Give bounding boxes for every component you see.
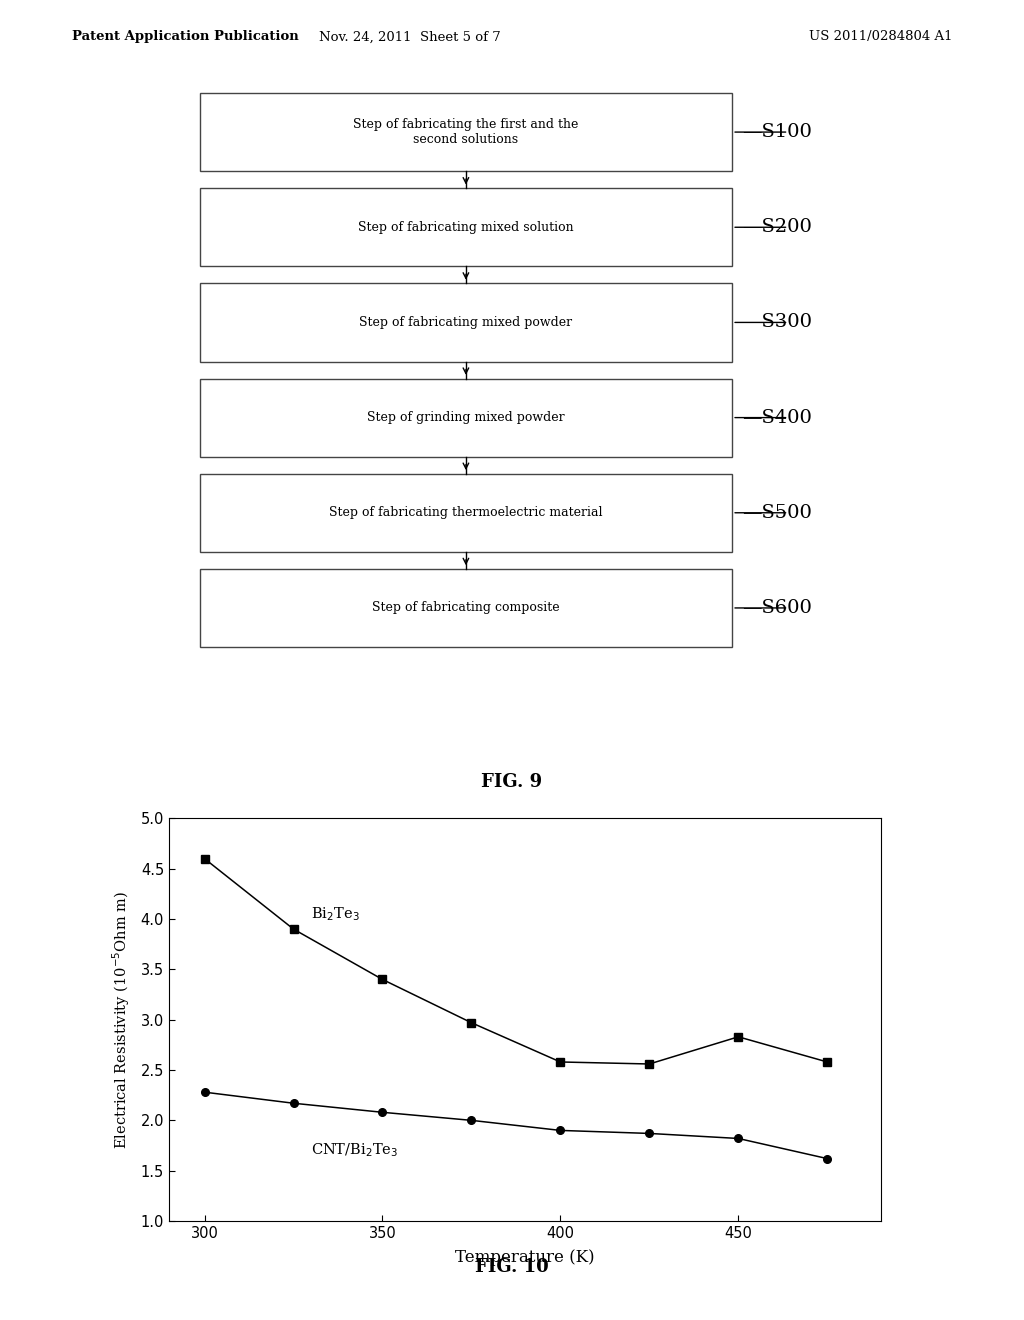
- Text: —S200: —S200: [742, 218, 812, 236]
- Text: CNT/Bi$_2$Te$_3$: CNT/Bi$_2$Te$_3$: [311, 1142, 398, 1159]
- Text: Step of fabricating the first and the
second solutions: Step of fabricating the first and the se…: [353, 117, 579, 147]
- Bar: [200, 474, 732, 552]
- Text: Step of grinding mixed powder: Step of grinding mixed powder: [368, 411, 564, 424]
- Text: Nov. 24, 2011  Sheet 5 of 7: Nov. 24, 2011 Sheet 5 of 7: [318, 30, 501, 44]
- Text: —S300: —S300: [742, 313, 812, 331]
- Text: FIG. 9: FIG. 9: [481, 772, 543, 791]
- Text: Bi$_2$Te$_3$: Bi$_2$Te$_3$: [311, 906, 360, 923]
- Text: —S400: —S400: [742, 409, 812, 426]
- Bar: [200, 379, 732, 457]
- Text: —S500: —S500: [742, 504, 812, 521]
- Bar: [200, 189, 732, 267]
- Text: Step of fabricating thermoelectric material: Step of fabricating thermoelectric mater…: [329, 507, 603, 519]
- Text: Step of fabricating mixed powder: Step of fabricating mixed powder: [359, 315, 572, 329]
- Text: Step of fabricating composite: Step of fabricating composite: [372, 602, 560, 614]
- Bar: [200, 569, 732, 647]
- X-axis label: Temperature (K): Temperature (K): [455, 1249, 595, 1266]
- Bar: [200, 92, 732, 172]
- Text: —S100: —S100: [742, 123, 812, 141]
- Text: Patent Application Publication: Patent Application Publication: [72, 30, 298, 44]
- Text: Step of fabricating mixed solution: Step of fabricating mixed solution: [358, 220, 573, 234]
- Y-axis label: Electrical Resistivity (10$^{-5}$Ohm m): Electrical Resistivity (10$^{-5}$Ohm m): [111, 891, 132, 1148]
- Bar: [200, 284, 732, 362]
- Text: US 2011/0284804 A1: US 2011/0284804 A1: [809, 30, 952, 44]
- Text: FIG. 10: FIG. 10: [475, 1258, 549, 1276]
- Text: —S600: —S600: [742, 599, 812, 616]
